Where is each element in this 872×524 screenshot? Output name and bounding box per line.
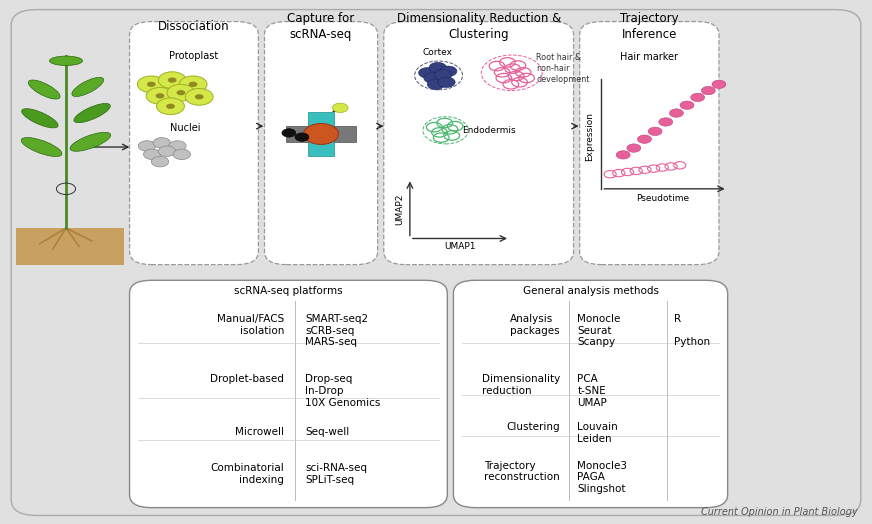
FancyBboxPatch shape <box>453 280 727 508</box>
Ellipse shape <box>50 56 83 66</box>
Bar <box>308 112 334 156</box>
Circle shape <box>424 73 441 83</box>
Text: Protoplast: Protoplast <box>169 51 219 61</box>
FancyBboxPatch shape <box>130 280 447 508</box>
Text: Root hair &
non-hair
development: Root hair & non-hair development <box>536 53 589 84</box>
Circle shape <box>434 70 452 80</box>
Circle shape <box>152 157 168 167</box>
Text: Cortex: Cortex <box>423 48 453 58</box>
Circle shape <box>427 79 445 90</box>
Text: Analysis
packages: Analysis packages <box>510 314 560 336</box>
Circle shape <box>185 89 213 105</box>
FancyBboxPatch shape <box>264 21 378 265</box>
Circle shape <box>188 82 197 87</box>
Circle shape <box>157 98 184 115</box>
Polygon shape <box>17 228 125 265</box>
Circle shape <box>173 149 190 160</box>
Circle shape <box>295 133 309 141</box>
Text: UMAP2: UMAP2 <box>395 194 404 225</box>
Text: Droplet-based: Droplet-based <box>210 374 284 385</box>
Text: Monocle3
PAGA
Slingshot: Monocle3 PAGA Slingshot <box>577 461 627 494</box>
Circle shape <box>146 88 174 104</box>
Circle shape <box>439 66 457 77</box>
Text: Expression: Expression <box>586 112 595 161</box>
FancyBboxPatch shape <box>130 21 258 265</box>
Circle shape <box>167 78 176 83</box>
Text: UMAP1: UMAP1 <box>444 242 475 251</box>
Ellipse shape <box>28 80 60 99</box>
Text: Louvain
Leiden: Louvain Leiden <box>577 422 618 444</box>
Text: Capture for
scRNA-seq: Capture for scRNA-seq <box>288 13 355 41</box>
Circle shape <box>419 68 436 78</box>
Text: Dimensionality
reduction: Dimensionality reduction <box>481 374 560 396</box>
Circle shape <box>156 93 164 99</box>
Ellipse shape <box>70 132 111 151</box>
Circle shape <box>153 138 170 148</box>
FancyBboxPatch shape <box>580 21 719 265</box>
Circle shape <box>138 76 165 93</box>
Circle shape <box>627 144 641 152</box>
Circle shape <box>166 104 174 109</box>
Text: Trajectory
reconstruction: Trajectory reconstruction <box>484 461 560 482</box>
Text: Drop-seq
In-Drop
10X Genomics: Drop-seq In-Drop 10X Genomics <box>305 374 380 408</box>
Circle shape <box>303 124 338 145</box>
Circle shape <box>179 76 207 93</box>
Text: Endodermis: Endodermis <box>462 126 515 135</box>
Circle shape <box>701 86 715 95</box>
Text: Monocle
Seurat
Scanpy: Monocle Seurat Scanpy <box>577 314 621 347</box>
Text: General analysis methods: General analysis methods <box>522 286 658 296</box>
Text: sci-RNA-seq
SPLiT-seq: sci-RNA-seq SPLiT-seq <box>305 463 367 485</box>
Text: Manual/FACS
isolation: Manual/FACS isolation <box>217 314 284 336</box>
Ellipse shape <box>22 108 58 128</box>
Ellipse shape <box>72 78 104 96</box>
Text: Dimensionality Reduction &
Clustering: Dimensionality Reduction & Clustering <box>397 13 561 41</box>
Circle shape <box>159 146 175 157</box>
Circle shape <box>429 62 446 73</box>
Circle shape <box>670 109 684 117</box>
Text: Hair marker: Hair marker <box>620 51 678 62</box>
Circle shape <box>637 135 651 144</box>
Text: PCA
t-SNE
UMAP: PCA t-SNE UMAP <box>577 374 607 408</box>
Circle shape <box>332 103 348 113</box>
Circle shape <box>658 118 672 126</box>
Text: Clustering: Clustering <box>507 422 560 432</box>
Text: Seq-well: Seq-well <box>305 427 350 436</box>
Circle shape <box>712 80 726 89</box>
Bar <box>286 126 356 142</box>
Circle shape <box>680 101 694 110</box>
Text: Combinatorial
indexing: Combinatorial indexing <box>211 463 284 485</box>
Text: scRNA-seq platforms: scRNA-seq platforms <box>234 286 343 296</box>
Ellipse shape <box>21 137 62 157</box>
Circle shape <box>617 151 630 159</box>
Circle shape <box>147 82 156 87</box>
Ellipse shape <box>74 103 111 123</box>
Circle shape <box>438 77 455 88</box>
Circle shape <box>167 84 194 101</box>
Text: Microwell: Microwell <box>235 427 284 436</box>
FancyBboxPatch shape <box>384 21 574 265</box>
Text: Current Opinion in Plant Biology: Current Opinion in Plant Biology <box>701 507 858 517</box>
Text: R

Python: R Python <box>674 314 711 347</box>
Circle shape <box>159 72 186 89</box>
Circle shape <box>282 129 296 137</box>
Circle shape <box>139 141 156 151</box>
Circle shape <box>691 93 705 102</box>
Circle shape <box>176 90 185 95</box>
Text: Trajectory
Inference: Trajectory Inference <box>620 13 678 41</box>
Circle shape <box>648 127 662 136</box>
Text: SMART-seq2
sCRB-seq
MARS-seq: SMART-seq2 sCRB-seq MARS-seq <box>305 314 368 347</box>
Text: Dissociation: Dissociation <box>158 20 230 34</box>
Circle shape <box>168 141 186 151</box>
FancyBboxPatch shape <box>11 9 861 516</box>
Circle shape <box>144 149 161 160</box>
Text: Pseudotime: Pseudotime <box>636 194 689 203</box>
Circle shape <box>194 94 203 100</box>
Text: Nuclei: Nuclei <box>170 123 201 133</box>
